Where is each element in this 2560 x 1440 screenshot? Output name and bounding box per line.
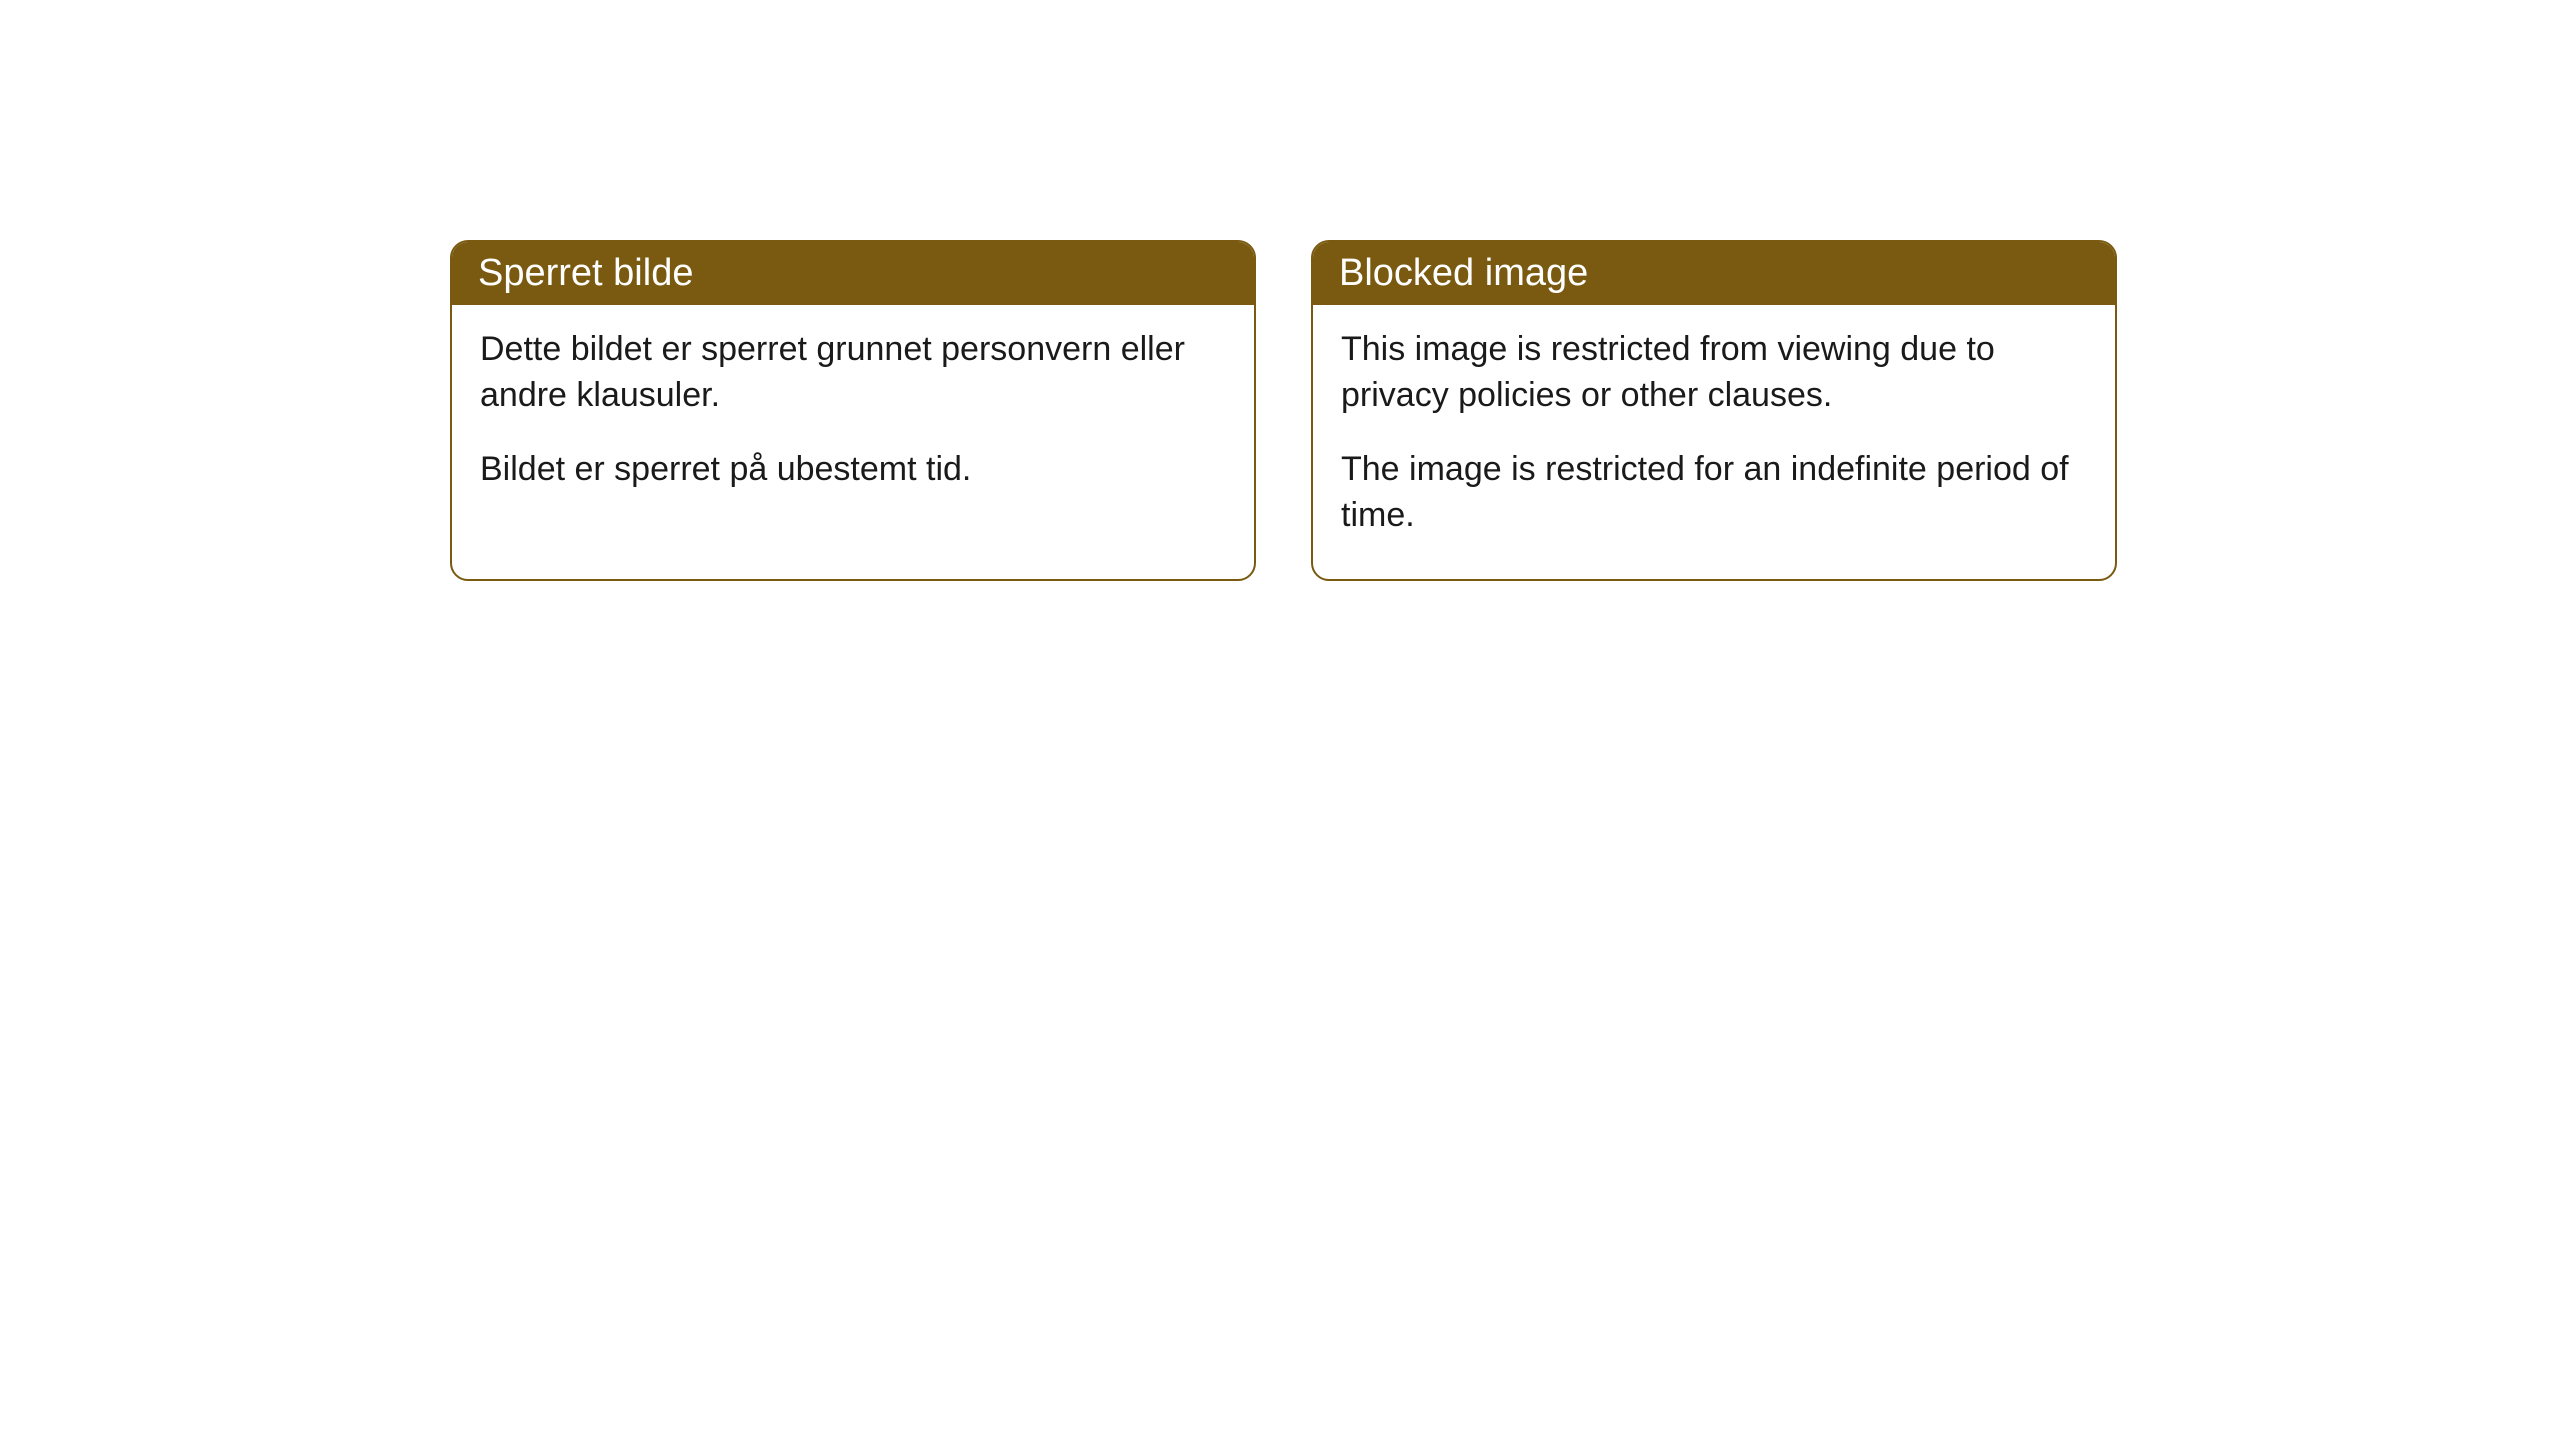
- notice-paragraph: Dette bildet er sperret grunnet personve…: [480, 327, 1226, 419]
- notice-body: This image is restricted from viewing du…: [1313, 305, 2115, 579]
- notice-paragraph: The image is restricted for an indefinit…: [1341, 447, 2087, 539]
- notice-paragraph: Bildet er sperret på ubestemt tid.: [480, 447, 1226, 493]
- notice-header: Blocked image: [1313, 242, 2115, 305]
- notice-paragraph: This image is restricted from viewing du…: [1341, 327, 2087, 419]
- notice-container: Sperret bilde Dette bildet er sperret gr…: [0, 0, 2560, 581]
- notice-header: Sperret bilde: [452, 242, 1254, 305]
- notice-body: Dette bildet er sperret grunnet personve…: [452, 305, 1254, 533]
- notice-title: Blocked image: [1339, 252, 1588, 294]
- notice-card-norwegian: Sperret bilde Dette bildet er sperret gr…: [450, 240, 1256, 581]
- notice-card-english: Blocked image This image is restricted f…: [1311, 240, 2117, 581]
- notice-title: Sperret bilde: [478, 252, 693, 294]
